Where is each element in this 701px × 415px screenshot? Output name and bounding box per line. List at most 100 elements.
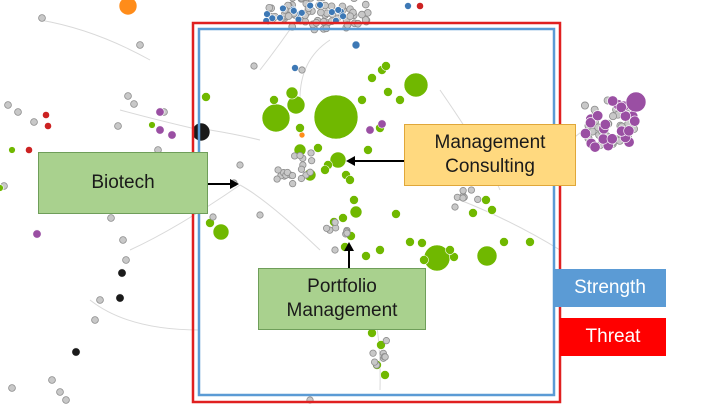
graph-node — [30, 118, 38, 126]
graph-node — [306, 168, 314, 176]
portfolio-arrowhead — [344, 242, 354, 251]
graph-node — [8, 384, 16, 392]
graph-node — [382, 337, 390, 345]
graph-node — [592, 110, 604, 122]
strength-region-box — [197, 27, 556, 397]
graph-node — [307, 0, 315, 2]
graph-node — [334, 6, 342, 14]
graph-edge — [299, 39, 331, 101]
green-node — [499, 237, 509, 247]
green-node — [468, 208, 478, 218]
black-node — [117, 268, 127, 278]
graph-node — [599, 119, 611, 131]
graph-node — [451, 203, 459, 211]
graph-node — [459, 194, 467, 202]
graph-node — [96, 296, 104, 304]
green-node — [0, 184, 4, 192]
graph-node — [358, 10, 366, 19]
graph-node — [114, 122, 122, 130]
graph-nodes — [0, 0, 647, 404]
management-consulting-callout: Management Consulting — [404, 124, 576, 186]
graph-edge — [89, 299, 201, 331]
graph-node — [297, 165, 306, 173]
green-node — [419, 255, 429, 265]
graph-node — [339, 12, 347, 20]
green-node — [357, 95, 367, 105]
graph-node — [609, 112, 618, 121]
graph-node — [265, 3, 274, 12]
graph-node — [284, 12, 293, 20]
green-node — [403, 72, 429, 98]
graph-node — [14, 108, 22, 116]
graph-edge — [129, 184, 241, 251]
strength-legend-label: Strength — [574, 277, 646, 298]
graph-node — [459, 187, 467, 195]
green-node — [476, 245, 498, 267]
green-node — [395, 95, 405, 105]
graph-node — [296, 151, 304, 160]
graph-edge — [39, 19, 151, 61]
green-node — [383, 87, 393, 97]
graph-node — [607, 95, 619, 107]
management-consulting-label: Management Consulting — [434, 132, 546, 177]
graph-node — [279, 4, 287, 13]
green-node — [361, 251, 371, 261]
graph-node — [317, 8, 325, 17]
graph-node — [298, 0, 305, 2]
purple-node — [155, 125, 165, 135]
black-node — [115, 293, 125, 303]
graph-node — [589, 141, 601, 153]
graph-node — [369, 349, 377, 357]
graph-node — [474, 195, 482, 203]
graph-node — [623, 125, 635, 137]
graph-node — [290, 7, 298, 15]
graph-node — [297, 174, 305, 183]
black-node — [71, 347, 81, 357]
green-node — [417, 238, 427, 248]
graph-node — [404, 2, 412, 10]
graph-node — [291, 64, 299, 72]
green-node — [391, 209, 401, 219]
graph-node — [273, 175, 281, 183]
graph-node — [56, 388, 64, 396]
graph-node — [619, 110, 631, 122]
green-node — [345, 175, 355, 185]
graph-node — [122, 256, 130, 264]
threat-legend-label: Threat — [585, 326, 641, 347]
graph-node — [579, 127, 591, 139]
red-node — [44, 122, 52, 130]
green-node — [148, 121, 156, 129]
green-node — [375, 245, 385, 255]
graph-node — [289, 180, 297, 188]
graph-node — [209, 213, 217, 221]
graph-node — [307, 149, 315, 157]
graph-node — [615, 101, 627, 113]
graph-edge — [239, 184, 321, 251]
green-node — [349, 205, 363, 219]
purple-node — [32, 229, 42, 239]
graph-node — [124, 92, 132, 100]
graph-node — [136, 41, 144, 49]
green-node — [8, 146, 16, 154]
green-node — [261, 103, 291, 133]
green-node — [285, 86, 299, 100]
green-node — [212, 223, 230, 241]
graph-node — [343, 229, 351, 237]
biotech-callout: Biotech — [38, 152, 208, 214]
graph-node — [283, 168, 291, 177]
graph-node — [580, 101, 589, 110]
graph-edge — [209, 129, 261, 141]
green-node — [381, 61, 391, 71]
graph-node — [323, 224, 331, 232]
graph-node — [331, 218, 339, 226]
green-node — [269, 95, 279, 105]
strength-legend-box: Strength — [554, 269, 666, 307]
green-node — [380, 370, 390, 380]
graph-edge — [459, 199, 561, 251]
graph-node — [288, 171, 297, 180]
graph-node — [308, 157, 316, 165]
graph-node — [328, 8, 336, 16]
purple-node — [155, 107, 165, 117]
graph-node — [306, 1, 314, 10]
green-node — [367, 73, 377, 83]
